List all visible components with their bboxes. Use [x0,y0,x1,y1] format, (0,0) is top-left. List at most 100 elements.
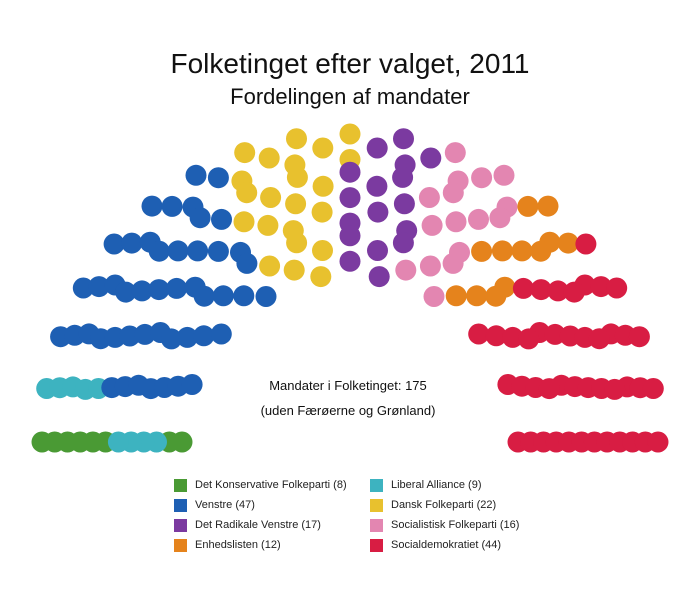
legend-swatch [174,538,187,552]
legend-label: Det Konservative Folkeparti (8) [195,479,347,491]
seat-note-label: (uden Færøerne og Grønland) [260,403,436,418]
seat-dot [518,328,540,350]
seat-dot [471,240,493,262]
seat-dot [233,211,255,233]
seat-dot [544,323,566,345]
legend-label: Det Radikale Venstre (17) [195,519,321,531]
legend-item: Enhedslisten (12) [174,538,370,552]
chart-title: Folketinget efter valget, 2011 [170,48,530,79]
seat-dot [161,195,183,217]
seat-dot [189,207,211,229]
seat-dot [255,286,277,307]
seat-dot [115,281,137,303]
seat-dot [167,240,189,262]
seat-dot [471,167,493,189]
legend-item: Liberal Alliance (9) [370,478,550,492]
seat-dot [236,182,258,204]
seat-dot [468,208,489,230]
legend-label: Venstre (47) [195,499,255,511]
seat-dot [511,240,533,262]
seat-dot [489,207,511,229]
seat-dot [185,164,207,186]
seat-dot [88,276,110,298]
seat-dot [493,164,515,186]
seat-dot [563,281,585,303]
seat-dot [442,252,464,274]
seat-dot [590,276,612,298]
legend-item: Venstre (47) [174,498,370,512]
seat-dot [423,286,445,307]
legend-swatch [370,478,383,492]
seat-dot [210,323,232,345]
seat-dot [395,259,417,281]
legend-label: Socialistisk Folkeparti (16) [391,519,520,531]
chart-subtitle: Fordelingen af mandater [230,84,470,109]
seat-dot [642,378,664,399]
seat-dot [393,193,415,215]
seat-dot [339,225,361,247]
seat-dot [107,431,129,453]
seat-dot [286,166,308,188]
seat-dot [575,233,597,255]
seat-dot [257,214,279,236]
seat-dot [310,266,332,288]
seat-dot [148,240,170,262]
seat-dot [547,280,569,302]
seat-dot [418,187,440,208]
legend-label: Enhedslisten (12) [195,539,281,551]
legend-label: Dansk Folkeparti (22) [391,499,497,511]
seat-dot [141,195,163,217]
seat-dot [421,214,443,236]
seat-dot [442,182,464,204]
seat-total-label: Mandater i Folketinget: 175 [269,378,427,393]
seat-dot [366,175,388,197]
seat-dot [339,123,361,145]
seat-dot [339,161,361,183]
seat-dot [502,326,524,348]
legend-swatch [174,518,187,532]
seat-dot [367,201,389,223]
seat-dot [392,166,414,188]
seat-dot [207,167,229,189]
seat-dot [160,328,182,350]
seat-dot [103,233,125,255]
seat-dot [530,240,552,262]
seat-dot [339,250,361,272]
seat-dot [466,285,488,307]
seat-dot [211,208,232,230]
seat-dot [119,325,141,347]
seat-dot [72,277,94,299]
chart-legend: Det Konservative Folkeparti (8) Liberal … [174,478,554,552]
seat-dot [538,378,560,400]
seat-dot [517,195,539,217]
seat-dot [207,240,229,262]
seat-dot [537,195,559,217]
seat-dot [420,147,442,169]
seat-dot [604,378,626,400]
seat-dot [530,279,552,301]
seat-dot [134,323,156,345]
seat-dot [392,232,414,254]
legend-swatch [370,538,383,552]
seat-dot [181,374,203,395]
legend-swatch [370,498,383,512]
legend-item: Dansk Folkeparti (22) [370,498,550,512]
seat-dot [283,259,305,281]
legend-swatch [174,498,187,512]
legend-item: Det Radikale Venstre (17) [174,518,370,532]
seat-dot [31,431,53,453]
seat-dot [187,240,209,262]
seat-dot [485,325,507,347]
seat-dot [121,232,143,254]
seat-dot [606,277,628,299]
seat-dot [485,285,507,307]
legend-label: Liberal Alliance (9) [391,479,482,491]
legend-item: Det Konservative Folkeparti (8) [174,478,370,492]
legend-item: Socialdemokratiet (44) [370,538,550,552]
seat-dot [236,252,258,274]
seat-dot [176,326,198,348]
seat-dot [312,137,334,159]
seat-dot [286,232,308,254]
seat-dot [557,232,579,254]
